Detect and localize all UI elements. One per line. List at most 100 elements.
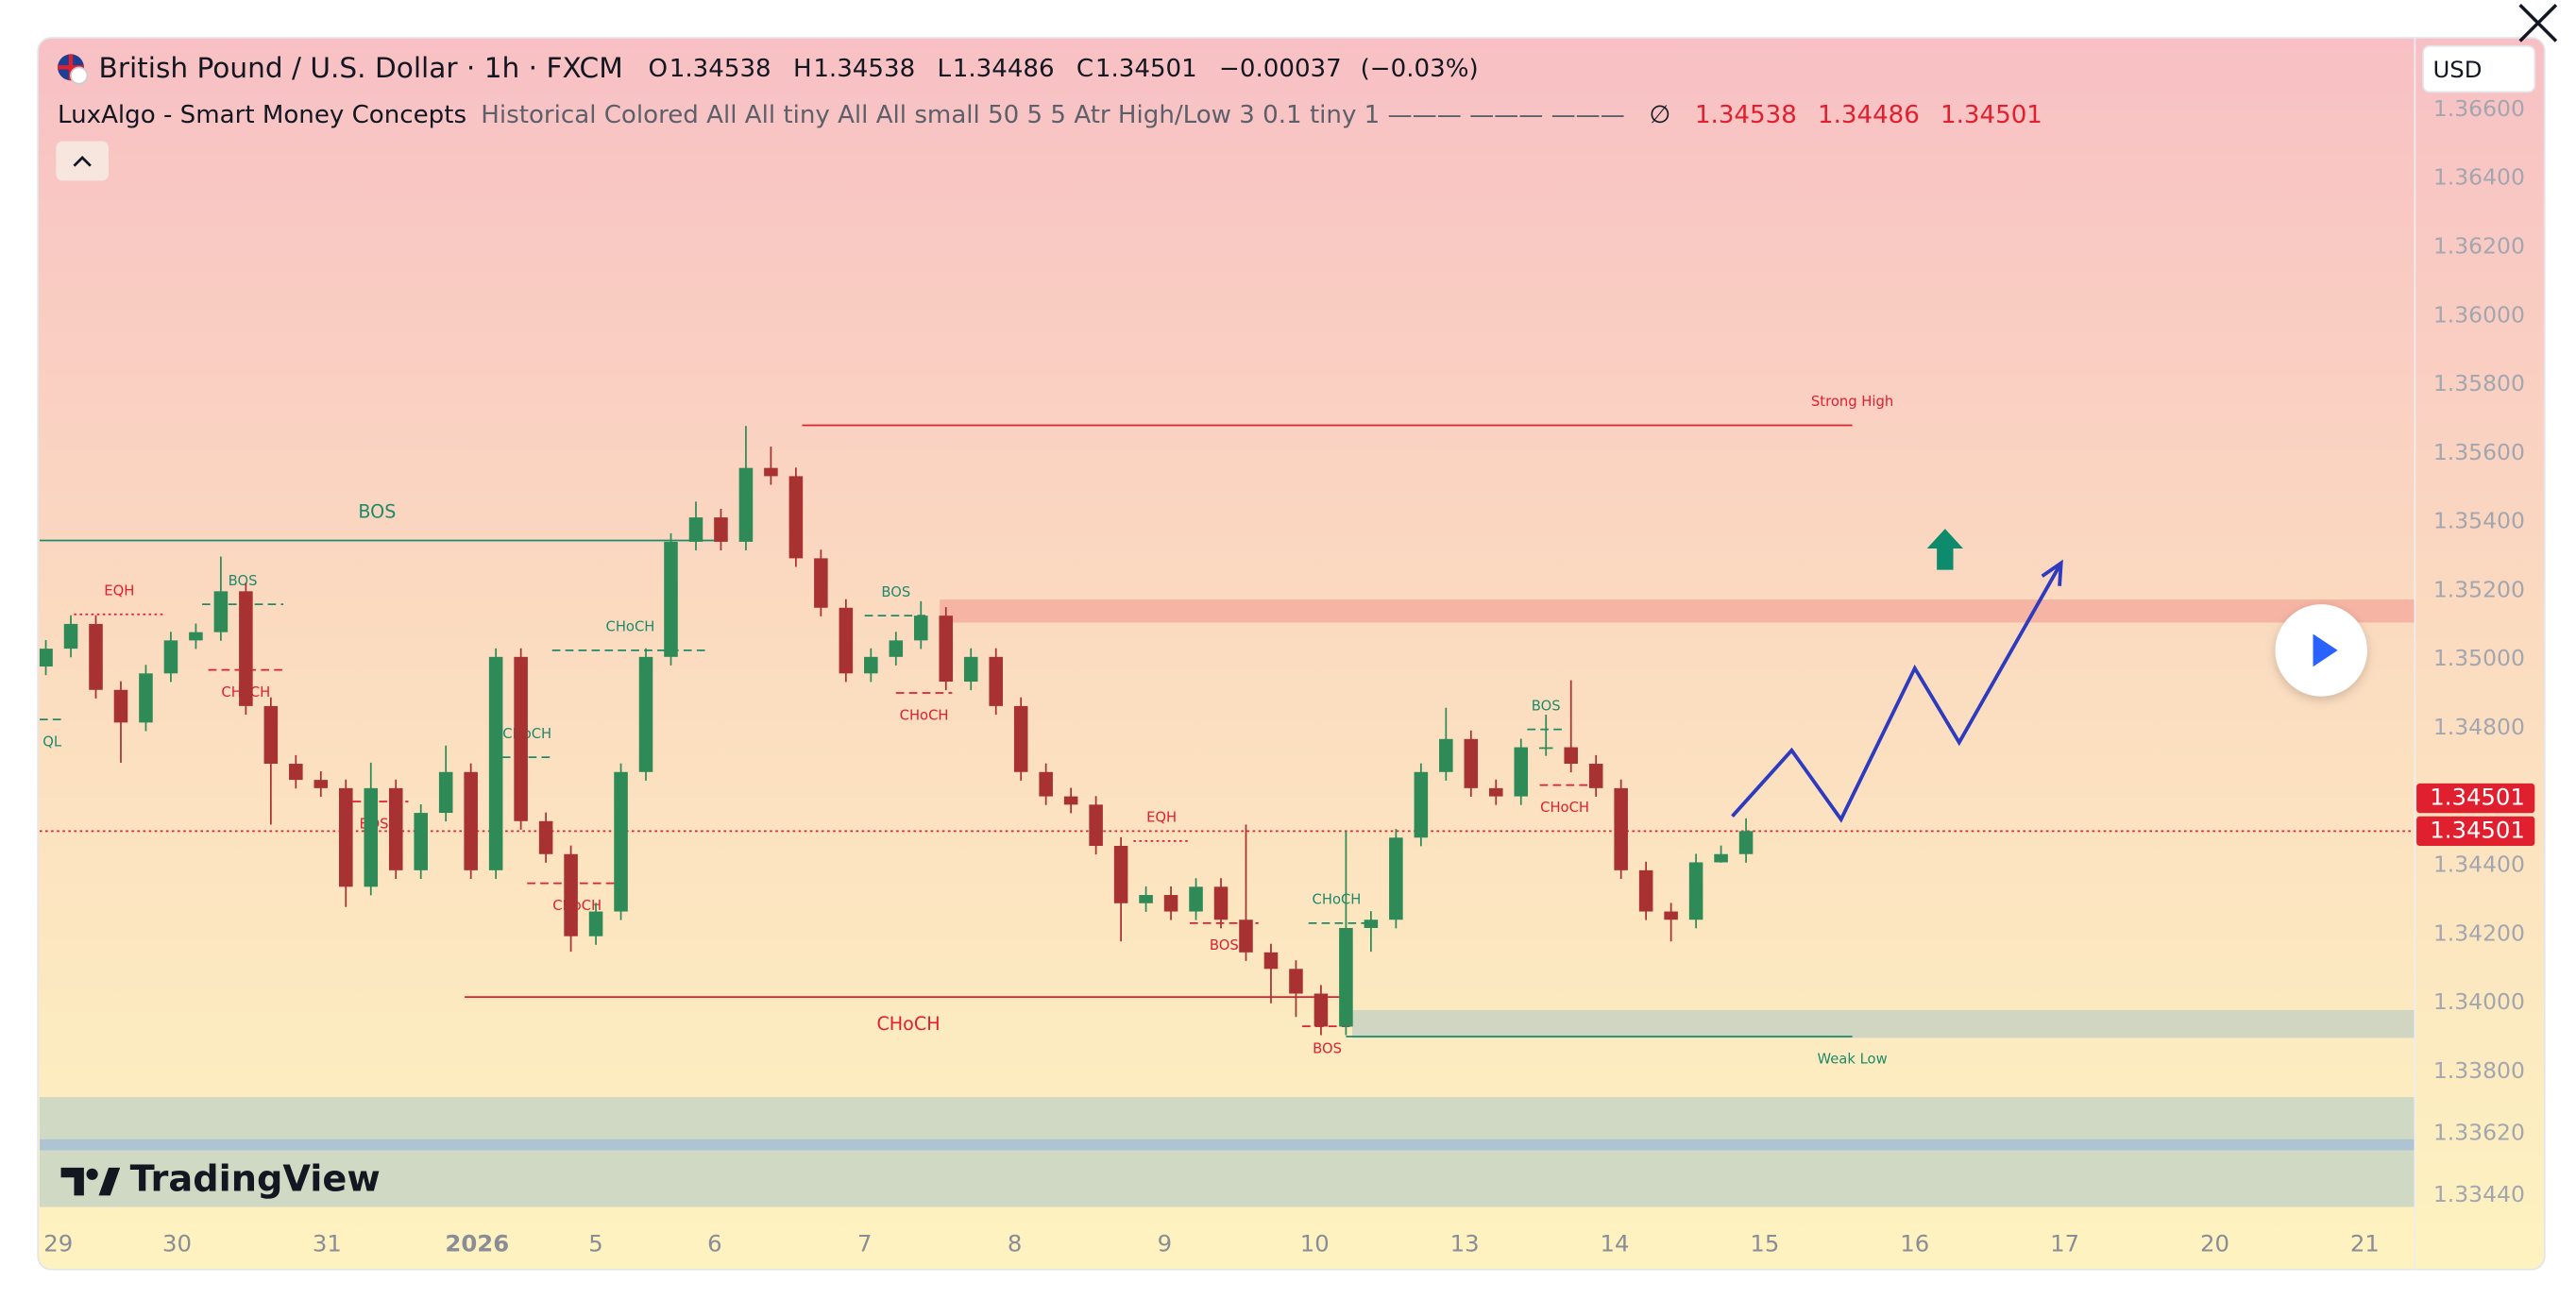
- flag-icon: [58, 54, 89, 85]
- x-tick-label: 13: [1450, 1230, 1480, 1257]
- candle-body: [1389, 837, 1403, 920]
- candle-body: [1089, 804, 1103, 847]
- x-tick-label: 8: [1008, 1230, 1023, 1257]
- candle-body: [63, 623, 78, 650]
- candle-body: [438, 771, 453, 814]
- candle-body: [1213, 886, 1229, 920]
- symbol-title: British Pound / U.S. Dollar · 1h · FXCM: [99, 52, 623, 84]
- structure-label: BOS: [1532, 698, 1561, 714]
- candle-body: [1414, 771, 1429, 838]
- x-tick-label: 9: [1158, 1230, 1173, 1257]
- candle-body: [339, 787, 353, 887]
- price-tag: [2416, 783, 2535, 814]
- y-tick-label: 1.35400: [2433, 508, 2525, 534]
- candle-body: [1664, 911, 1678, 920]
- candle-body: [1013, 705, 1028, 772]
- candle-body: [1289, 969, 1303, 994]
- ohlc-label: L: [937, 55, 951, 83]
- candle-body: [864, 656, 878, 674]
- x-tick-label: 17: [2050, 1230, 2079, 1257]
- axes: 1.36600 1.36400 1.36200 1.36000 1.35800 1.356…: [43, 38, 2535, 1270]
- candle-body: [314, 780, 329, 788]
- play-button[interactable]: [2275, 604, 2367, 697]
- y-tick-label: 1.33440: [2433, 1181, 2525, 1207]
- candle-body: [989, 656, 1003, 706]
- projection-arrowhead: [2041, 559, 2063, 586]
- chart-card: [37, 37, 2546, 1271]
- structure-label: CHoCH: [900, 707, 949, 723]
- candle-body: [1163, 895, 1178, 912]
- up-arrow-icon: [1926, 529, 1963, 570]
- indicator-value: 1.34538: [1695, 100, 1797, 128]
- x-tick-label: 6: [707, 1230, 722, 1257]
- candle-body: [263, 705, 279, 765]
- y-tick-label: 1.33620: [2433, 1119, 2525, 1145]
- y-tick-label: 1.34200: [2433, 919, 2525, 946]
- candle-body: [1063, 796, 1078, 805]
- candle-body: [213, 591, 229, 633]
- candle-body: [664, 541, 678, 657]
- candle-body: [163, 640, 178, 674]
- x-tick-label: 29: [43, 1230, 73, 1257]
- candle-body: [788, 476, 804, 559]
- header-line: British Pound / U.S. Dollar · 1h · FXCM …: [99, 52, 1479, 84]
- smc-zone: [39, 1139, 2415, 1151]
- x-tick-label: 20: [2200, 1230, 2229, 1257]
- structure-label: Weak Low: [1817, 1051, 1887, 1067]
- candle-body: [1688, 862, 1703, 920]
- y-tick-label: 1.34800: [2433, 714, 2525, 740]
- indicator-line: LuxAlgo - Smart Money Concepts Historica…: [58, 100, 2042, 128]
- currency-button[interactable]: USD: [2422, 44, 2536, 93]
- brand-name: TradingView: [130, 1157, 381, 1200]
- x-tick-label: 2026: [445, 1230, 509, 1257]
- ohlc-label: O: [649, 55, 669, 83]
- y-tick-label: 1.36000: [2433, 301, 2525, 328]
- brand-logo: TradingView: [60, 1157, 381, 1200]
- candle-body: [1638, 869, 1653, 912]
- close-button[interactable]: [2518, 3, 2558, 42]
- change: −0.00037: [1219, 55, 1342, 83]
- currency-label: USD: [2432, 56, 2482, 83]
- ohlc-value: 1.34538: [669, 55, 771, 83]
- candle-body: [538, 820, 553, 854]
- x-tick-label: 15: [1750, 1230, 1779, 1257]
- candle-body: [1488, 787, 1503, 797]
- y-tick-label: 1.36600: [2433, 95, 2525, 122]
- smc-zone: [39, 1097, 2415, 1207]
- candle-body: [1464, 738, 1479, 788]
- ohlc-value: 1.34538: [813, 55, 915, 83]
- candle-body: [963, 656, 978, 683]
- structure-label: BOS: [229, 573, 258, 589]
- candle-body: [1263, 952, 1279, 970]
- candle-body: [289, 764, 303, 781]
- candle-body: [688, 517, 703, 542]
- candle-body: [889, 640, 904, 657]
- candle-body: [388, 787, 403, 870]
- candle-body: [364, 787, 379, 887]
- y-tick-label: 1.36200: [2433, 233, 2525, 260]
- candle-body: [614, 771, 628, 912]
- indicator-params: Historical Colored All All tiny All All …: [481, 100, 1625, 128]
- structure-label: CHoCH: [606, 619, 655, 635]
- candle-body: [89, 623, 103, 690]
- y-tick-label: 1.35000: [2433, 645, 2525, 671]
- candle-body: [1738, 831, 1754, 854]
- candle-body: [1313, 993, 1329, 1027]
- x-tick-label: 7: [857, 1230, 873, 1257]
- candle-body: [1588, 764, 1603, 788]
- candle-body: [1239, 919, 1253, 953]
- candle-body: [488, 656, 503, 870]
- change-percent: (−0.03%): [1361, 55, 1479, 83]
- x-tick-label: 30: [162, 1230, 192, 1257]
- x-tick-label: 5: [588, 1230, 603, 1257]
- collapse-button[interactable]: [56, 141, 109, 181]
- candle-body: [113, 689, 128, 723]
- structure-label: BOS: [1313, 1040, 1342, 1056]
- structure-label: QL: [42, 734, 62, 750]
- candle-body: [738, 467, 754, 542]
- candle-body: [839, 607, 854, 674]
- ohlc-value: 1.34501: [1095, 55, 1197, 83]
- candle-body: [464, 771, 478, 870]
- ohlc-label: H: [793, 55, 812, 83]
